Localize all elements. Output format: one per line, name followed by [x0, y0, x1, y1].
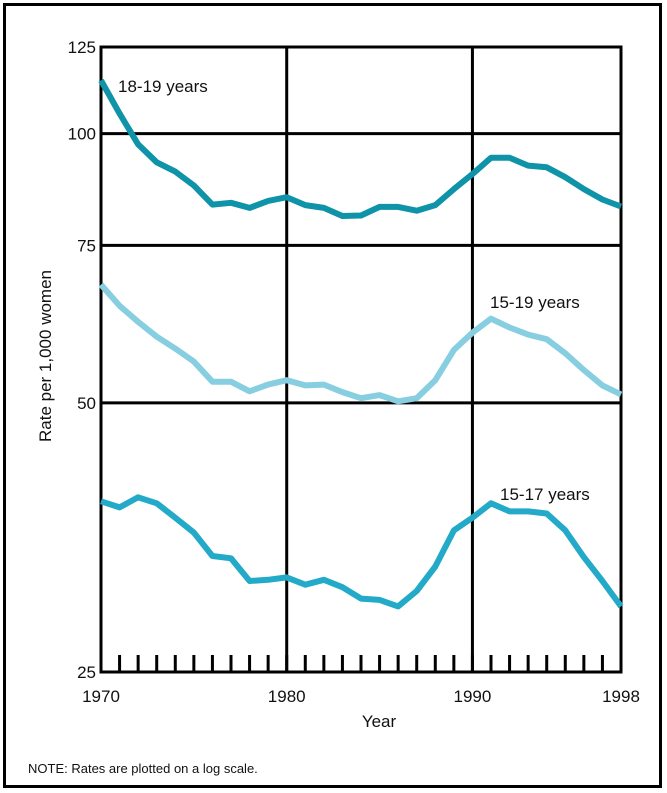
- x-tick-label: 1990: [454, 687, 492, 706]
- y-tick-label: 100: [68, 125, 96, 144]
- series-lines: [98, 78, 624, 610]
- y-tick-label: 50: [77, 394, 96, 413]
- x-axis-label: Year: [362, 712, 397, 731]
- plot-area-border: [99, 45, 623, 674]
- x-tick-label: 1998: [602, 687, 640, 706]
- x-tick-label: 1980: [268, 687, 306, 706]
- grid: [99, 45, 623, 674]
- tick-labels: 25 50 75 100 125 1970 1980 1990 1998: [68, 38, 640, 706]
- series-line-15-19-years: [98, 282, 623, 405]
- series-label-15-19: 15-19 years: [490, 293, 580, 312]
- minor-ticks: [118, 655, 604, 672]
- y-tick-label: 125: [68, 38, 96, 57]
- chart-frame: [3, 3, 662, 788]
- y-tick-label: 25: [77, 663, 96, 682]
- series-line-18-19-years: [98, 78, 623, 219]
- series-label-15-17: 15-17 years: [500, 485, 590, 504]
- log-scale-note: NOTE: Rates are plotted on a log scale.: [28, 761, 258, 776]
- series-line-15-17-years: [100, 494, 624, 610]
- y-axis-label: Rate per 1,000 women: [36, 270, 55, 442]
- x-tick-label: 1970: [82, 687, 120, 706]
- y-tick-label: 75: [77, 236, 96, 255]
- series-label-18-19: 18-19 years: [118, 77, 208, 96]
